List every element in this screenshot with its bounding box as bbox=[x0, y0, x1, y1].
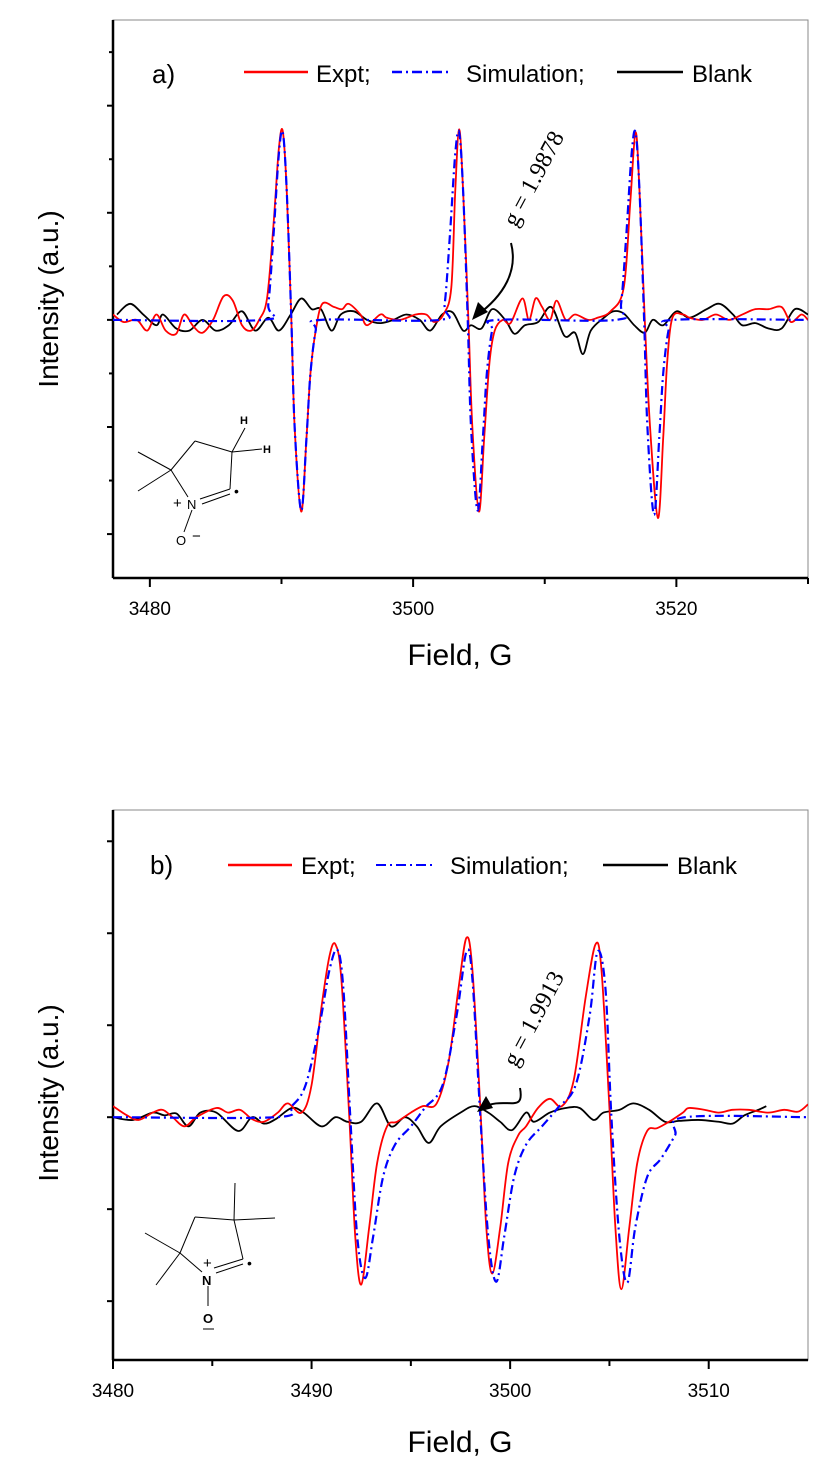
chemical-structure: H H N + O − • bbox=[137, 415, 271, 548]
radical-dot: • bbox=[247, 1255, 252, 1271]
atom-o: O bbox=[203, 1311, 213, 1326]
atom-h: H bbox=[240, 415, 248, 427]
legend-label-expt: Expt; bbox=[316, 61, 371, 88]
legend-label-blank: Blank bbox=[677, 853, 738, 880]
series-line-simulation bbox=[113, 948, 808, 1284]
legend: b) Expt; Simulation; Blank bbox=[150, 850, 738, 880]
legend-label-expt: Expt; bbox=[301, 853, 356, 880]
radical-dot: • bbox=[234, 483, 239, 499]
plot-frame bbox=[112, 19, 809, 579]
atom-n: N bbox=[187, 497, 196, 512]
y-axis-label: Intensity (a.u.) bbox=[33, 1004, 64, 1181]
panel-label: b) bbox=[150, 850, 173, 880]
legend-label-simulation: Simulation; bbox=[450, 853, 569, 880]
arrow-head-icon bbox=[477, 1096, 493, 1112]
chemical-structure: N + O • bbox=[144, 1182, 276, 1330]
g-value-label: g = 1.9878 bbox=[498, 127, 570, 231]
series-line-expt bbox=[113, 936, 808, 1291]
x-tick-label: 3500 bbox=[489, 1381, 531, 1402]
series-line-simulation bbox=[113, 129, 808, 516]
charge-plus: + bbox=[203, 1255, 212, 1272]
atom-h: H bbox=[263, 444, 271, 456]
curves bbox=[113, 936, 808, 1291]
ticks: 3480 3490 3500 3510 bbox=[92, 840, 730, 1402]
legend: a) Expt; Simulation; Blank bbox=[152, 59, 753, 89]
atom-n: N bbox=[202, 1273, 211, 1288]
atom-o: O bbox=[176, 533, 186, 548]
x-axis-label: Field, G bbox=[407, 1426, 512, 1459]
x-tick-label: 3490 bbox=[290, 1381, 332, 1402]
legend-label-simulation: Simulation; bbox=[466, 61, 585, 88]
x-axis-label: Field, G bbox=[407, 639, 512, 672]
panel-label: a) bbox=[152, 59, 175, 89]
panel-a: 3480 3500 3520 Field, G Intensity (a.u.) a… bbox=[33, 19, 809, 672]
curves bbox=[113, 127, 808, 519]
g-value-annotation: g = 1.9878 bbox=[472, 127, 570, 320]
annotation-arrow bbox=[475, 242, 514, 317]
series-line-blank bbox=[116, 297, 808, 356]
y-axis-label: Intensity (a.u.) bbox=[33, 210, 64, 387]
plot-frame bbox=[112, 809, 809, 1361]
panel-b: 3480 3490 3500 3510 Field, G Intensity (a.u… bbox=[33, 809, 809, 1459]
x-tick-label: 3500 bbox=[392, 599, 434, 620]
arrow-head-icon bbox=[472, 302, 488, 320]
x-tick-label: 3510 bbox=[688, 1381, 730, 1402]
g-value-label: g = 1.9913 bbox=[498, 967, 570, 1071]
x-tick-label: 3480 bbox=[129, 599, 171, 620]
charge-plus: + bbox=[173, 495, 182, 512]
ticks: 3480 3500 3520 bbox=[107, 51, 809, 620]
charge-minus: − bbox=[192, 528, 201, 545]
legend-label-blank: Blank bbox=[692, 61, 753, 88]
series-line-blank bbox=[113, 1102, 767, 1144]
x-tick-label: 3520 bbox=[655, 599, 697, 620]
g-value-annotation: g = 1.9913 bbox=[477, 967, 570, 1112]
series-line-expt bbox=[113, 127, 808, 519]
x-tick-label: 3480 bbox=[92, 1381, 134, 1402]
